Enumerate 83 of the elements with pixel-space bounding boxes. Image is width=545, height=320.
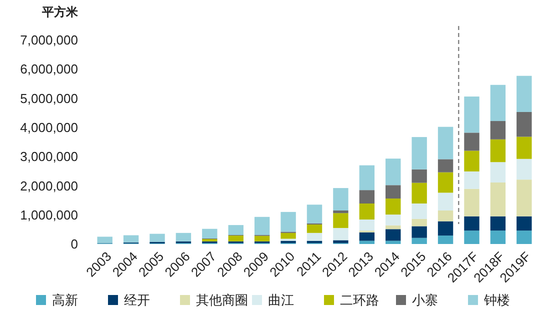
bar bbox=[150, 234, 165, 242]
bar bbox=[254, 216, 270, 235]
bar bbox=[176, 232, 192, 242]
bar bbox=[412, 169, 427, 183]
bar bbox=[202, 228, 218, 238]
bar bbox=[306, 204, 322, 224]
bar bbox=[359, 203, 375, 220]
bar bbox=[516, 230, 532, 244]
bar bbox=[490, 182, 506, 216]
bar bbox=[412, 226, 427, 238]
bar bbox=[333, 228, 348, 240]
y-tick-label: 5,000,000 bbox=[20, 90, 78, 106]
bar bbox=[438, 221, 454, 236]
bar bbox=[333, 188, 348, 210]
legend-label: 钟楼 bbox=[483, 292, 510, 308]
bar bbox=[412, 218, 427, 226]
bar bbox=[228, 236, 244, 242]
bar bbox=[438, 236, 454, 244]
bar bbox=[490, 216, 506, 231]
bar bbox=[228, 225, 244, 235]
bar bbox=[464, 150, 480, 172]
bar bbox=[412, 182, 427, 204]
bar bbox=[464, 171, 480, 189]
bar bbox=[280, 212, 296, 232]
y-tick-label: 6,000,000 bbox=[20, 62, 78, 77]
bar bbox=[490, 230, 506, 244]
bar bbox=[412, 137, 427, 170]
bar bbox=[386, 229, 401, 241]
legend-label: 小寨 bbox=[412, 292, 438, 308]
y-tick-label: 7,000,000 bbox=[20, 32, 78, 48]
bar bbox=[490, 84, 506, 122]
bar bbox=[412, 203, 427, 219]
bar bbox=[333, 213, 348, 228]
bar bbox=[516, 216, 532, 231]
bar bbox=[464, 230, 480, 244]
bar bbox=[386, 185, 401, 199]
bar bbox=[438, 172, 454, 193]
bar bbox=[490, 121, 506, 140]
bar bbox=[306, 224, 322, 233]
bar bbox=[386, 158, 401, 186]
legend-label: 二环路 bbox=[340, 292, 379, 308]
bar bbox=[490, 139, 506, 162]
y-tick-label: 2,000,000 bbox=[20, 178, 78, 194]
y-tick-label: 1,000,000 bbox=[20, 207, 78, 222]
bar bbox=[412, 238, 427, 244]
bar bbox=[490, 162, 506, 183]
bar bbox=[123, 235, 139, 243]
bar bbox=[516, 180, 532, 216]
bar bbox=[359, 190, 375, 204]
bar bbox=[438, 210, 454, 222]
bar bbox=[516, 136, 532, 159]
y-tick-label: 3,000,000 bbox=[20, 149, 78, 164]
y-axis-title: 平方米 bbox=[41, 5, 79, 19]
bar bbox=[254, 236, 270, 242]
bar bbox=[386, 225, 401, 230]
bar bbox=[386, 214, 401, 226]
bar bbox=[438, 192, 454, 210]
bar bbox=[438, 126, 454, 160]
bar bbox=[97, 236, 112, 244]
bar bbox=[333, 210, 348, 214]
bar bbox=[280, 232, 296, 239]
bar bbox=[359, 240, 375, 244]
bar bbox=[386, 240, 401, 244]
bar bbox=[438, 159, 454, 172]
legend-label: 曲江 bbox=[268, 292, 294, 308]
y-tick-label: 0 bbox=[70, 236, 78, 252]
bar bbox=[516, 158, 532, 180]
bar bbox=[516, 112, 532, 137]
legend-label: 其他商圈 bbox=[196, 292, 248, 308]
bar bbox=[464, 96, 480, 133]
bar bbox=[306, 232, 322, 241]
legend-label: 高新 bbox=[52, 292, 78, 308]
bar bbox=[359, 220, 375, 231]
legend-label: 经开 bbox=[124, 292, 150, 308]
y-tick-label: 4,000,000 bbox=[20, 120, 78, 135]
bar bbox=[386, 198, 401, 215]
bar bbox=[464, 216, 480, 231]
bar bbox=[464, 132, 480, 151]
bar bbox=[516, 76, 532, 112]
bar bbox=[359, 165, 375, 190]
bar bbox=[359, 232, 375, 241]
bar bbox=[464, 188, 480, 216]
bar bbox=[333, 240, 348, 244]
